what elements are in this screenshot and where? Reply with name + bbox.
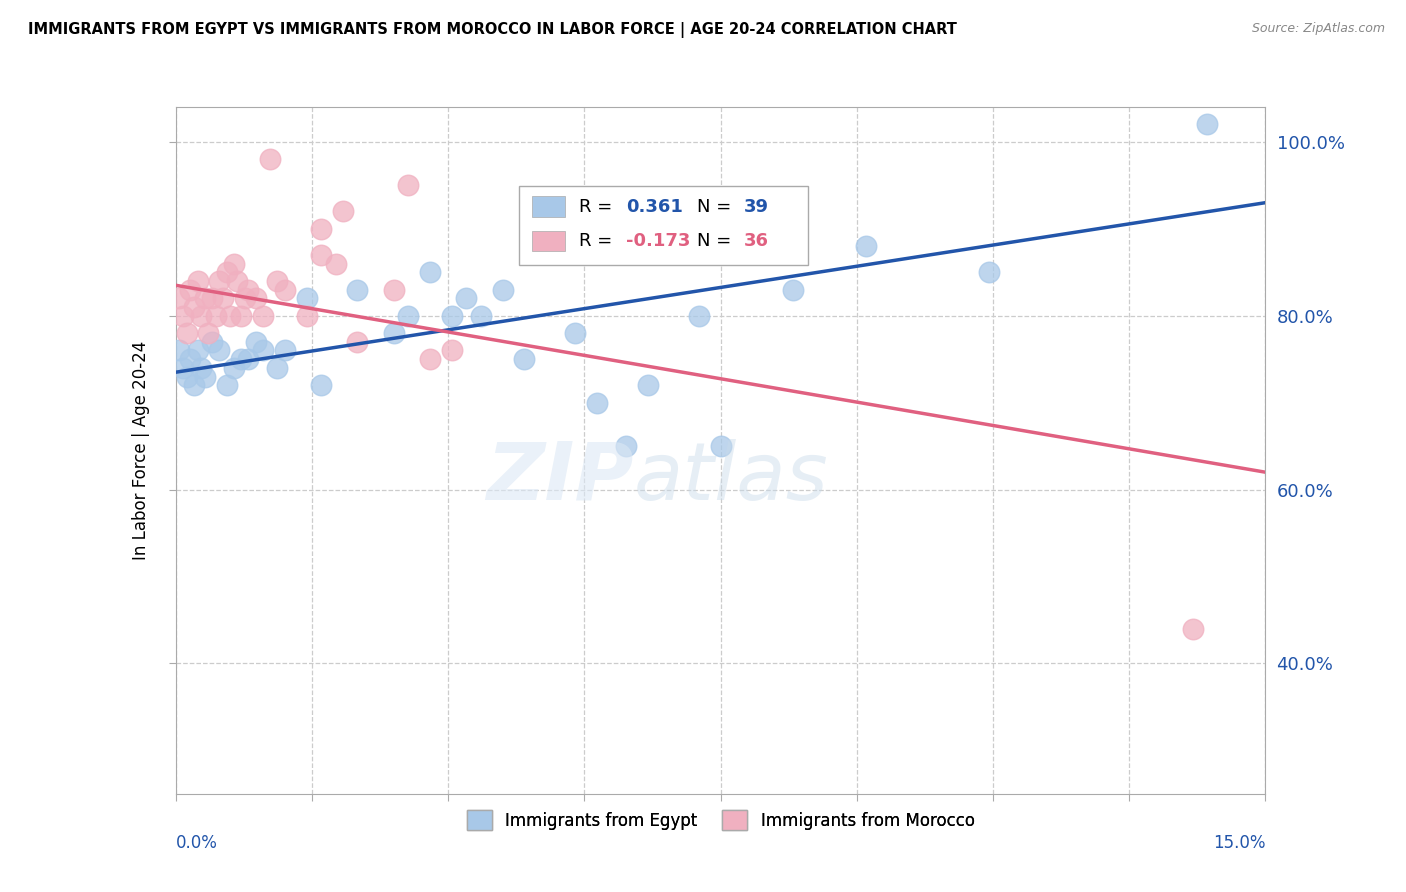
Point [382,283,405,297]
Text: 39: 39 [744,198,769,216]
Point [295,291,318,305]
Text: N =: N = [696,232,737,250]
Point [396,309,419,323]
Point [197,326,219,340]
Point [252,309,274,323]
Point [212,291,235,305]
Point [470,309,492,323]
Point [172,360,194,375]
Point [169,343,191,358]
Point [201,291,224,305]
Point [456,291,478,305]
Point [346,283,368,297]
Point [440,309,463,323]
Point [586,395,609,409]
Point [325,256,347,270]
Point [252,343,274,358]
Point [440,343,463,358]
Legend: Immigrants from Egypt, Immigrants from Morocco: Immigrants from Egypt, Immigrants from M… [460,804,981,837]
Point [183,378,205,392]
Point [1197,117,1219,131]
FancyBboxPatch shape [519,186,808,265]
Point [169,291,191,305]
FancyBboxPatch shape [531,231,565,252]
Point [186,274,209,288]
Point [215,265,238,279]
Point [208,343,231,358]
Point [309,248,332,262]
Point [419,265,441,279]
Text: 36: 36 [744,232,769,250]
Point [346,334,368,349]
Point [513,352,536,367]
Point [179,352,201,367]
Point [231,352,253,367]
Point [172,309,194,323]
Point [419,352,441,367]
Point [637,378,659,392]
Point [245,334,267,349]
Point [183,300,205,314]
Point [259,152,281,166]
Point [688,309,710,323]
Point [238,283,260,297]
Point [564,326,586,340]
Point [614,439,637,453]
Text: atlas: atlas [633,439,828,517]
Text: IMMIGRANTS FROM EGYPT VS IMMIGRANTS FROM MOROCCO IN LABOR FORCE | AGE 20-24 CORR: IMMIGRANTS FROM EGYPT VS IMMIGRANTS FROM… [28,22,957,38]
Point [222,256,245,270]
Y-axis label: In Labor Force | Age 20-24: In Labor Force | Age 20-24 [132,341,150,560]
Point [396,178,419,193]
Text: 0.0%: 0.0% [176,834,218,852]
Point [176,326,198,340]
Point [979,265,1001,279]
Point [332,204,354,219]
Point [266,274,288,288]
Point [238,352,260,367]
Point [231,309,253,323]
Text: N =: N = [696,198,737,216]
Point [295,309,318,323]
Point [855,239,877,253]
Point [222,360,245,375]
Point [179,283,201,297]
Point [208,274,231,288]
Point [204,309,226,323]
Point [226,274,249,288]
Point [176,369,198,384]
Text: 15.0%: 15.0% [1213,834,1265,852]
Point [710,439,733,453]
Point [233,291,256,305]
Point [1181,622,1204,636]
Point [215,378,238,392]
Text: -0.173: -0.173 [626,232,690,250]
Text: R =: R = [579,232,617,250]
Point [186,343,209,358]
Point [492,283,515,297]
Point [194,291,217,305]
Point [190,360,212,375]
Point [194,369,217,384]
Text: 0.361: 0.361 [626,198,683,216]
Point [274,343,297,358]
Point [219,309,242,323]
Text: R =: R = [579,198,617,216]
FancyBboxPatch shape [531,196,565,217]
Point [309,221,332,235]
Point [782,283,804,297]
Point [201,334,224,349]
Point [309,378,332,392]
Text: Source: ZipAtlas.com: Source: ZipAtlas.com [1251,22,1385,36]
Point [245,291,267,305]
Point [266,360,288,375]
Text: ZIP: ZIP [486,439,633,517]
Point [190,309,212,323]
Point [274,283,297,297]
Point [382,326,405,340]
